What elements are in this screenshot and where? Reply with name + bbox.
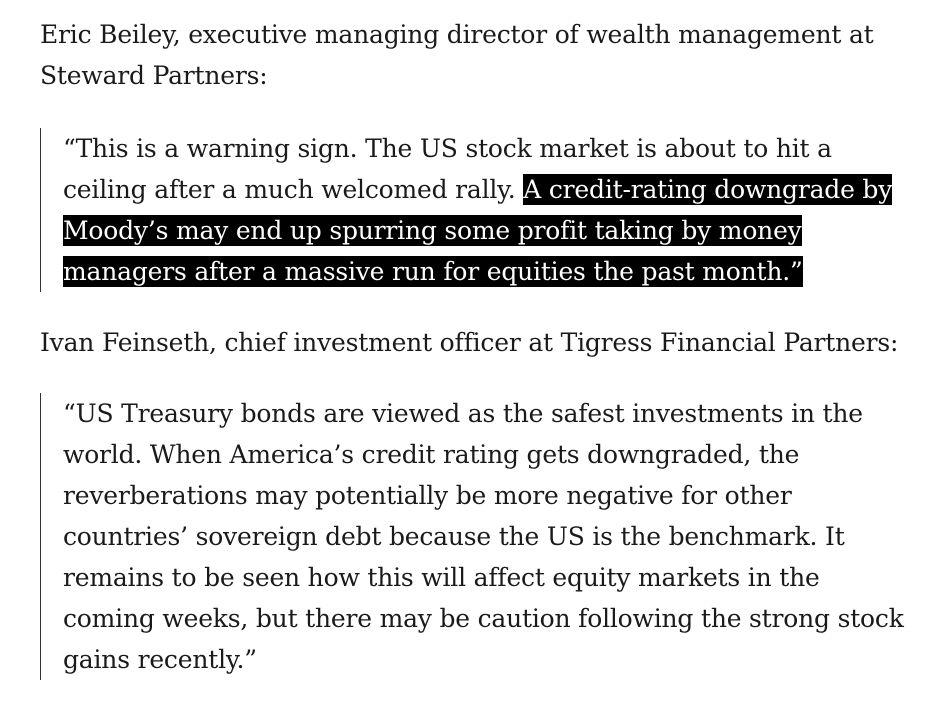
- blockquote-ivan-feinseth: “US Treasury bonds are viewed as the saf…: [40, 393, 910, 680]
- attribution-ivan-feinseth: Ivan Feinseth, chief investment officer …: [40, 328, 899, 357]
- quote-text: “US Treasury bonds are viewed as the saf…: [63, 399, 904, 674]
- attribution-eric-beiley: Eric Beiley, executive managing director…: [40, 20, 874, 90]
- article-body: Eric Beiley, executive managing director…: [40, 14, 910, 680]
- quote-text: “This is a warning sign. The US stock ma…: [63, 128, 910, 292]
- blockquote-eric-beiley: “This is a warning sign. The US stock ma…: [40, 128, 910, 292]
- quote-text-plain: “This is a warning sign. The US stock ma…: [63, 134, 832, 204]
